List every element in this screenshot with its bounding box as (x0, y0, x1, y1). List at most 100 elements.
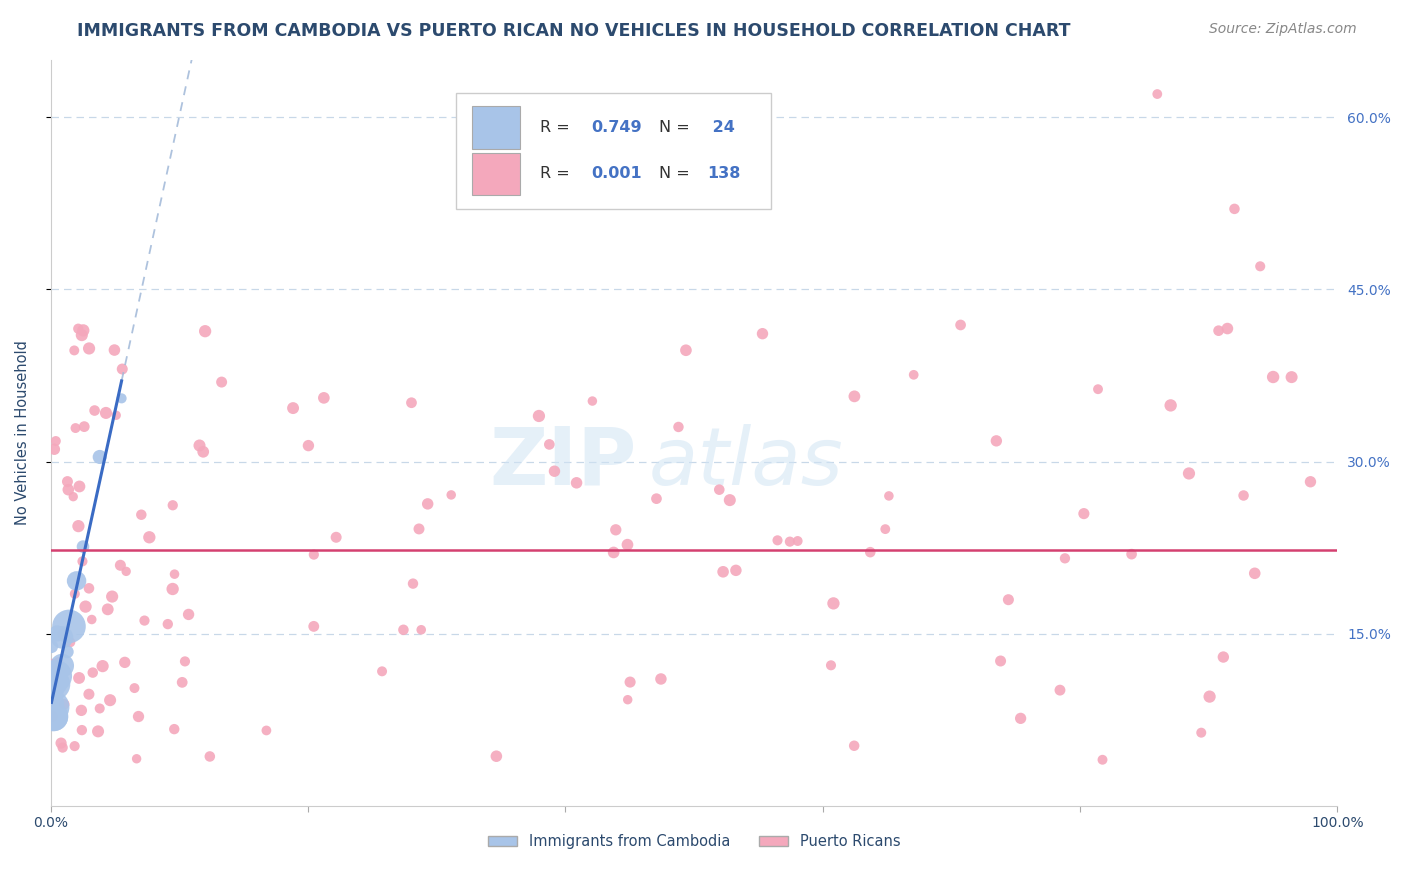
Point (875, 522, 897, 536)
Y-axis label: No Vehicles in Household: No Vehicles in Household (15, 341, 30, 525)
Point (1160, 398, 1182, 412)
Point (903, 368, 925, 382)
Point (63, 739, 86, 753)
Text: R =: R = (540, 166, 575, 181)
Point (51, 658, 73, 673)
FancyBboxPatch shape (471, 153, 520, 195)
Point (131, 508, 153, 522)
Point (997, 592, 1019, 607)
Point (49, 736, 72, 750)
Point (281, 401, 304, 416)
Point (408, 522, 430, 536)
Point (52, 627, 75, 641)
Point (543, 464, 565, 478)
Point (1198, 690, 1220, 704)
Point (1243, 566, 1265, 581)
Point (53, 698, 76, 712)
Text: 0.001: 0.001 (591, 166, 641, 181)
Point (72, 540, 94, 554)
Point (56, 475, 79, 489)
Point (1232, 488, 1254, 502)
Point (42, 709, 65, 723)
Point (1249, 260, 1271, 274)
Point (128, 709, 150, 723)
Point (709, 483, 731, 497)
Legend: Immigrants from Cambodia, Puerto Ricans: Immigrants from Cambodia, Puerto Ricans (482, 828, 907, 855)
Point (392, 623, 415, 637)
Point (77, 687, 100, 701)
Point (105, 409, 128, 423)
Point (163, 722, 186, 736)
Point (77, 582, 100, 596)
Point (69, 479, 91, 493)
Point (41, 693, 63, 707)
Point (990, 654, 1012, 668)
Point (711, 565, 734, 579)
Point (41, 657, 63, 672)
Point (70, 723, 93, 738)
Point (1010, 711, 1032, 725)
Text: IMMIGRANTS FROM CAMBODIA VS PUERTO RICAN NO VEHICLES IN HOUSEHOLD CORRELATION CH: IMMIGRANTS FROM CAMBODIA VS PUERTO RICAN… (77, 22, 1071, 40)
Point (194, 324, 217, 338)
Point (51, 631, 73, 645)
Point (1178, 467, 1201, 481)
Point (401, 395, 423, 409)
Point (675, 343, 697, 358)
Point (63, 343, 86, 358)
Point (162, 582, 184, 596)
Point (779, 534, 801, 549)
Point (162, 498, 184, 512)
Text: 24: 24 (707, 120, 735, 135)
Point (97, 602, 120, 616)
Point (211, 375, 233, 389)
Point (42, 697, 65, 711)
Point (949, 318, 972, 332)
Point (63, 587, 86, 601)
Point (1261, 370, 1284, 384)
Point (103, 343, 125, 357)
FancyBboxPatch shape (456, 93, 772, 209)
Point (188, 438, 211, 452)
Point (44, 442, 66, 457)
Point (44, 696, 66, 710)
Point (1146, 87, 1168, 101)
Point (668, 420, 690, 434)
Text: N =: N = (659, 120, 695, 135)
Point (416, 497, 439, 511)
Text: 138: 138 (707, 166, 741, 181)
Point (45, 669, 67, 683)
Point (986, 434, 1008, 448)
Point (1212, 650, 1234, 665)
Point (820, 658, 842, 673)
Point (89, 450, 111, 464)
Point (1299, 475, 1322, 489)
Point (65, 421, 87, 435)
Point (58, 619, 80, 633)
Text: R =: R = (540, 120, 575, 135)
Point (485, 749, 508, 764)
Point (174, 654, 197, 668)
Point (1281, 370, 1303, 384)
Point (65, 574, 87, 588)
Point (1216, 321, 1239, 335)
Point (82, 665, 104, 680)
Text: Source: ZipAtlas.com: Source: ZipAtlas.com (1209, 22, 1357, 37)
Point (302, 548, 325, 562)
Point (724, 563, 747, 577)
Point (565, 475, 588, 490)
Point (42, 701, 65, 715)
Point (46, 626, 69, 640)
Point (527, 409, 550, 423)
Point (111, 362, 134, 376)
Point (125, 752, 148, 766)
Point (581, 394, 603, 409)
Point (616, 538, 638, 552)
Point (302, 619, 325, 633)
Point (114, 656, 136, 670)
Text: 0.749: 0.749 (591, 120, 641, 135)
Point (645, 491, 668, 506)
Point (72, 554, 94, 568)
Point (1189, 725, 1212, 739)
Point (77, 342, 100, 356)
Text: N =: N = (659, 166, 695, 181)
